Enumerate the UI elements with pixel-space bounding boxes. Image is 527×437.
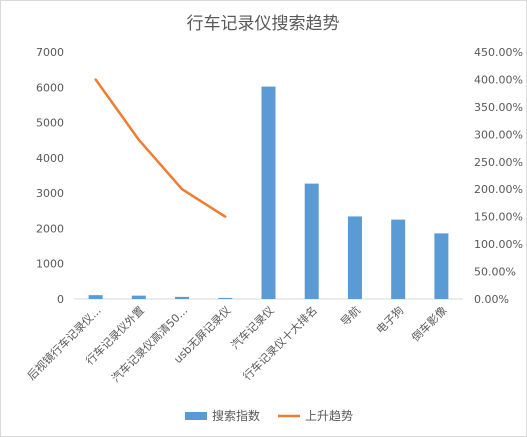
y-tick-label: 2000 (36, 222, 64, 235)
line-point (224, 215, 227, 218)
bar (347, 216, 362, 299)
legend-bar-swatch (185, 412, 207, 420)
y2-tick-label: 200.00% (474, 183, 523, 196)
category-label: 导航 (338, 303, 363, 328)
line-point (94, 78, 97, 81)
right-axis-ticks: 0.00% 50.00% 100.00% 150.00% 200.00% 250.00% 3… (474, 46, 523, 306)
y2-tick-label: 0.00% (474, 293, 509, 306)
y-tick-label: 1000 (36, 258, 64, 271)
y2-tick-label: 300.00% (474, 128, 523, 141)
category-label: 后视镜行车记录仪... (24, 303, 104, 383)
y-tick-label: 7000 (36, 46, 64, 59)
line-point (180, 188, 184, 191)
category-label: 倒车影像 (408, 303, 449, 344)
line-point (137, 138, 141, 142)
y-tick-label: 6000 (36, 81, 64, 94)
y2-tick-label: 100.00% (474, 238, 523, 251)
legend-line-label: 上升趋势 (305, 409, 353, 423)
y-tick-label: 5000 (36, 117, 64, 130)
category-label: 电子狗 (374, 304, 407, 337)
bar (391, 219, 406, 299)
y2-tick-label: 50.00% (474, 266, 516, 279)
legend: 搜索指数 上升趋势 (185, 408, 353, 423)
y-tick-label: 4000 (36, 152, 64, 165)
legend-bar-label: 搜索指数 (212, 408, 260, 423)
bar (131, 295, 146, 299)
y2-tick-label: 350.00% (474, 101, 523, 114)
bar (88, 295, 103, 299)
trend-line (94, 78, 226, 218)
bar (304, 183, 319, 299)
y2-tick-label: 250.00% (474, 156, 523, 169)
y2-tick-label: 400.00% (474, 73, 523, 86)
category-labels: 后视镜行车记录仪...行车记录仪外置汽车记录仪高清50...usb无屏记录仪汽车… (24, 303, 449, 385)
left-axis-ticks: 0 1000 2000 3000 4000 5000 6000 7000 (36, 46, 64, 306)
y2-tick-label: 150.00% (474, 211, 523, 224)
bar (175, 296, 190, 299)
bar (261, 86, 276, 299)
bar (218, 297, 233, 299)
y-tick-label: 0 (57, 293, 64, 306)
y-tick-label: 3000 (36, 187, 64, 200)
chart-title: 行车记录仪搜索趋势 (187, 14, 340, 34)
y2-tick-label: 450.00% (474, 46, 523, 59)
bar-series (88, 86, 449, 299)
bar (434, 233, 449, 299)
category-label: 行车记录仪十大排名 (240, 303, 320, 383)
category-label: 汽车记录仪高清50... (109, 303, 191, 385)
line-series (94, 78, 227, 218)
